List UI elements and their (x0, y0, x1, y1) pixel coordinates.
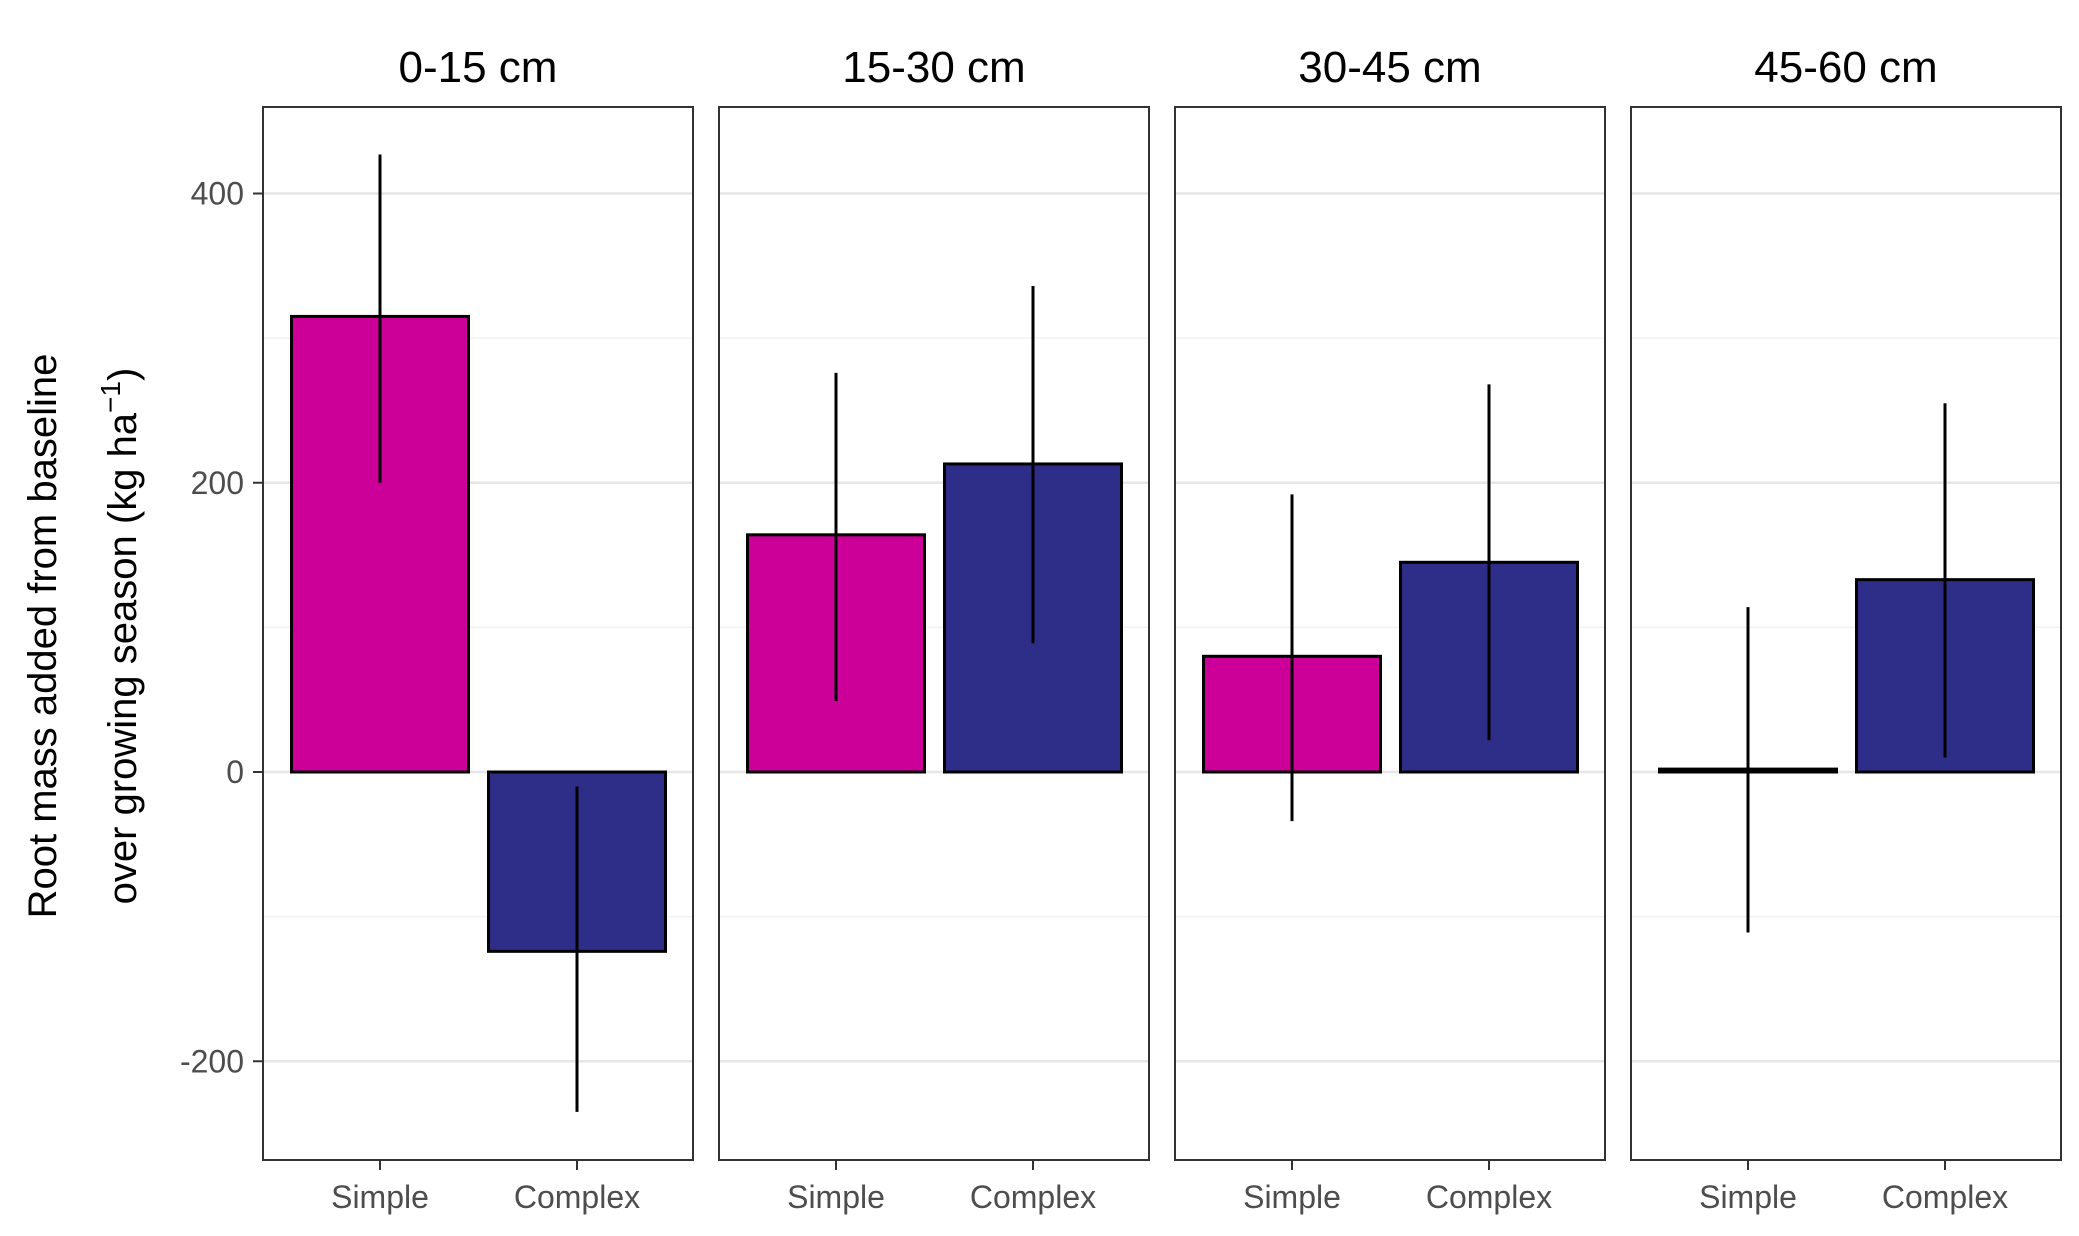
y-axis-label-line1: Root mass added from baseline (21, 354, 65, 919)
facet-strips: 0-15 cm 15-30 cm 30-45 cm 45-60 cm (399, 43, 1938, 92)
x-tick-label-simple: Simple (1699, 1179, 1797, 1215)
x-tick-label-complex: Complex (514, 1179, 640, 1215)
panel-frame-3 (1174, 106, 1606, 1161)
facet-title-3: 30-45 cm (1298, 43, 1481, 92)
panel-frame-1 (262, 106, 694, 1161)
y-tick-label: 0 (226, 754, 244, 790)
y-axis-label-exponent: −1 (95, 381, 126, 413)
y-axis-label-line2: over growing season (kg ha−1) (95, 368, 145, 905)
error-bars (378, 154, 1947, 1112)
y-axis-label-line2-end: ) (101, 368, 145, 381)
x-tick-label-simple: Simple (331, 1179, 429, 1215)
bars (290, 314, 2035, 953)
panel-frames (262, 106, 2062, 1161)
x-tick-label-complex: Complex (1426, 1179, 1552, 1215)
x-tick-label-complex: Complex (970, 1179, 1096, 1215)
y-tick-label: 400 (191, 176, 244, 212)
axes: Simple Complex Simple Complex Simple Complex S… (180, 176, 2008, 1216)
y-axis-label: Root mass added from baseline over growi… (21, 354, 145, 919)
facet-title-1: 0-15 cm (399, 43, 558, 92)
facet-title-4: 45-60 cm (1754, 43, 1937, 92)
panel-frame-2 (718, 106, 1150, 1161)
x-tick-label-simple: Simple (787, 1179, 885, 1215)
x-tick-label-simple: Simple (1243, 1179, 1341, 1215)
facet-title-2: 15-30 cm (842, 43, 1025, 92)
y-tick-label: 200 (191, 465, 244, 501)
panel-frame-4 (1630, 106, 2062, 1161)
y-tick-label: -200 (180, 1043, 244, 1079)
x-tick-label-complex: Complex (1882, 1179, 2008, 1215)
y-axis-label-line2-main: over growing season (kg ha (101, 412, 145, 904)
